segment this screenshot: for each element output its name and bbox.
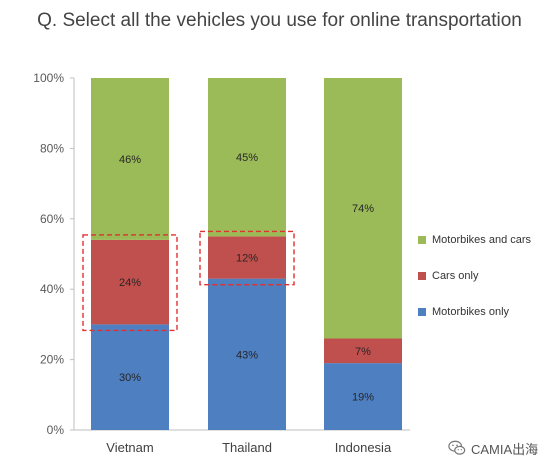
y-tick-label: 60% <box>40 212 64 226</box>
data-label: 43% <box>236 349 258 361</box>
highlight-box <box>199 230 295 286</box>
legend-label: Motorbikes and cars <box>432 234 532 246</box>
bar-segment <box>324 338 402 364</box>
legend-swatch <box>418 272 426 280</box>
x-tick-label: Thailand <box>222 440 272 455</box>
legend-label: Cars only <box>432 270 479 282</box>
data-label: 12% <box>236 253 258 265</box>
data-label: 24% <box>119 277 141 289</box>
legend: Motorbikes and cars Cars only Motorbikes… <box>418 232 558 340</box>
bar-segment <box>208 78 286 237</box>
x-tick-label: Indonesia <box>335 440 392 455</box>
bar-segment <box>324 363 402 430</box>
data-label: 19% <box>352 392 374 404</box>
bar-segment <box>324 78 402 339</box>
legend-item-motorbikes-and-cars: Motorbikes and cars <box>418 232 558 248</box>
watermark-text: CAMIA出海 <box>471 441 539 457</box>
y-tick-label: 40% <box>40 282 64 296</box>
y-tick-label: 20% <box>40 353 64 367</box>
y-tick-label: 0% <box>47 423 65 437</box>
data-label: 45% <box>236 152 258 164</box>
data-label: 30% <box>119 372 141 384</box>
data-label: 46% <box>119 154 141 166</box>
bar-segment <box>91 324 169 430</box>
bar-segment <box>208 236 286 279</box>
data-label: 7% <box>355 346 371 358</box>
bar-segment <box>208 278 286 430</box>
chart-title: Q. Select all the vehicles you use for o… <box>37 10 522 31</box>
legend-label: Motorbikes only <box>432 306 510 318</box>
legend-item-motorbikes-only: Motorbikes only <box>418 304 558 320</box>
bar-segment <box>91 239 169 325</box>
watermark: CAMIA出海 <box>448 436 538 460</box>
y-tick-label: 100% <box>33 71 64 85</box>
legend-swatch <box>418 308 426 316</box>
legend-item-cars-only: Cars only <box>418 268 558 284</box>
x-tick-label: Vietnam <box>106 440 153 455</box>
data-label: 74% <box>352 203 374 215</box>
y-tick-label: 80% <box>40 141 64 155</box>
legend-swatch <box>418 236 426 244</box>
bar-segment <box>91 78 169 240</box>
highlight-box <box>82 234 178 332</box>
wechat-icon <box>448 440 466 455</box>
